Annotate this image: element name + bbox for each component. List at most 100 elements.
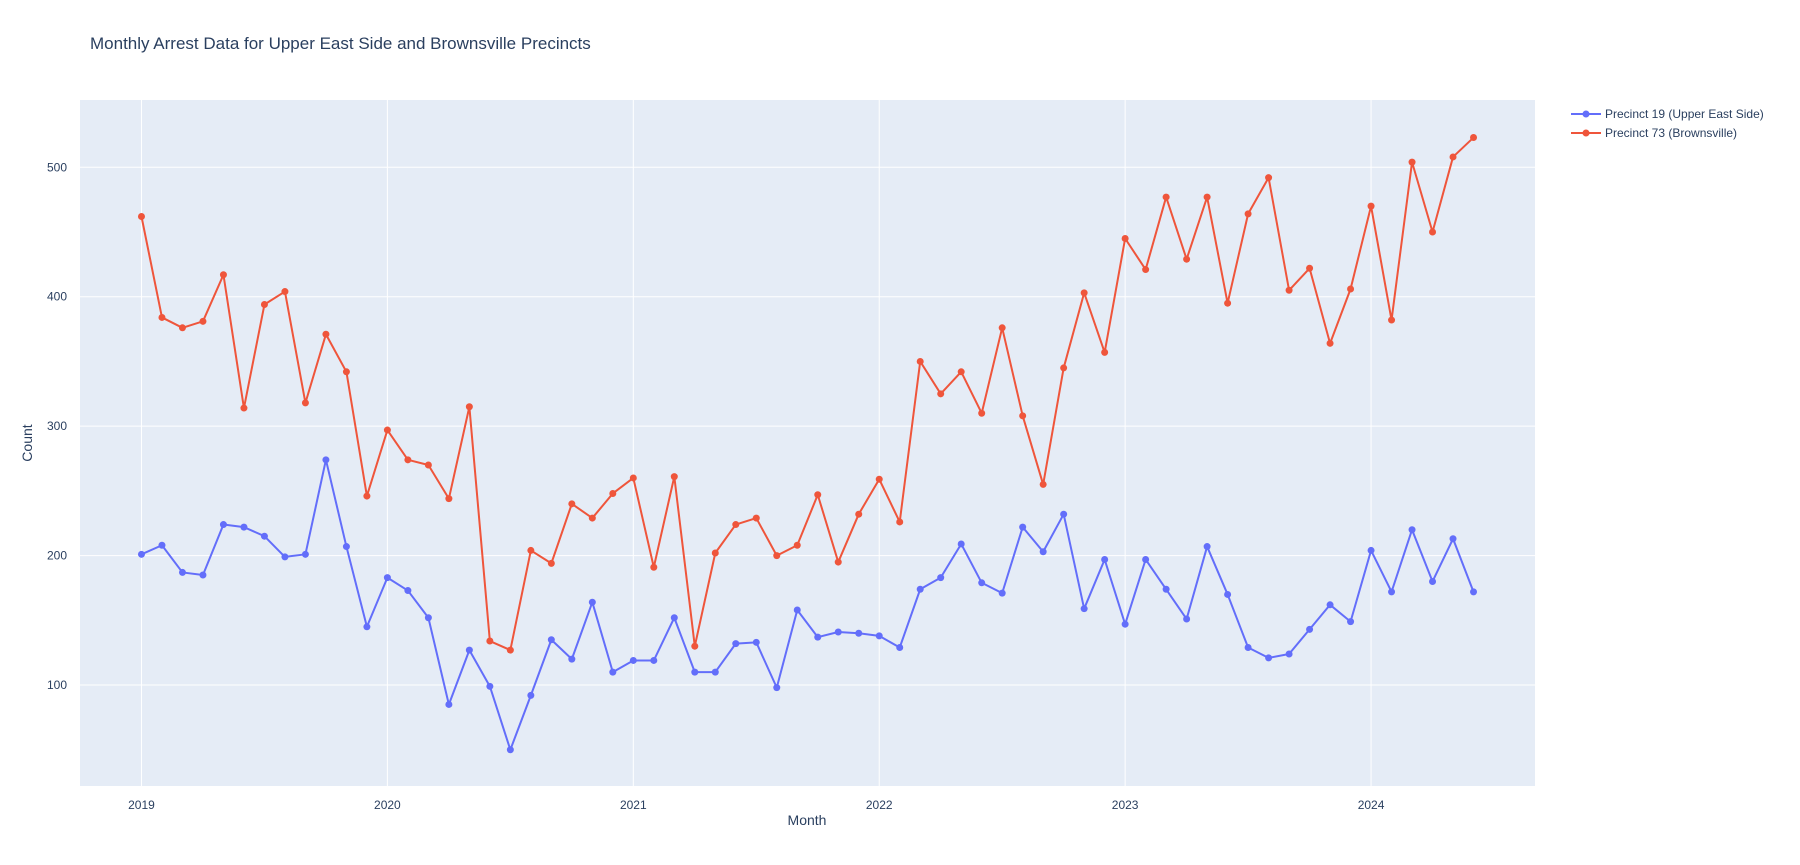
data-point[interactable] xyxy=(1142,266,1150,274)
data-point[interactable] xyxy=(1101,555,1109,563)
data-point[interactable] xyxy=(1162,585,1170,593)
legend-item[interactable]: Precinct 73 (Brownsville) xyxy=(1571,126,1737,140)
data-point[interactable] xyxy=(752,514,760,522)
data-point[interactable] xyxy=(547,559,555,567)
data-point[interactable] xyxy=(301,399,309,407)
data-point[interactable] xyxy=(1039,480,1047,488)
data-point[interactable] xyxy=(875,632,883,640)
data-point[interactable] xyxy=(1183,615,1191,623)
data-point[interactable] xyxy=(732,640,740,648)
data-point[interactable] xyxy=(506,646,514,654)
data-point[interactable] xyxy=(1326,339,1334,347)
data-point[interactable] xyxy=(322,456,330,464)
data-point[interactable] xyxy=(1367,546,1375,554)
data-point[interactable] xyxy=(1224,590,1232,598)
data-point[interactable] xyxy=(1306,264,1314,272)
data-point[interactable] xyxy=(1101,348,1109,356)
data-point[interactable] xyxy=(937,390,945,398)
data-point[interactable] xyxy=(998,324,1006,332)
data-point[interactable] xyxy=(998,589,1006,597)
data-point[interactable] xyxy=(752,638,760,646)
data-point[interactable] xyxy=(1121,234,1129,242)
data-point[interactable] xyxy=(199,571,207,579)
data-point[interactable] xyxy=(260,532,268,540)
data-point[interactable] xyxy=(158,541,166,549)
data-point[interactable] xyxy=(1388,316,1396,324)
data-point[interactable] xyxy=(732,521,740,529)
data-point[interactable] xyxy=(137,550,145,558)
data-point[interactable] xyxy=(404,587,412,595)
data-point[interactable] xyxy=(1326,601,1334,609)
data-point[interactable] xyxy=(1244,210,1252,218)
data-point[interactable] xyxy=(178,324,186,332)
data-point[interactable] xyxy=(568,500,576,508)
legend[interactable]: Precinct 19 (Upper East Side) Precinct 73… xyxy=(1571,107,1764,140)
data-point[interactable] xyxy=(342,368,350,376)
data-point[interactable] xyxy=(773,684,781,692)
data-point[interactable] xyxy=(1285,650,1293,658)
data-point[interactable] xyxy=(937,574,945,582)
data-point[interactable] xyxy=(301,550,309,558)
data-point[interactable] xyxy=(1429,228,1437,236)
data-point[interactable] xyxy=(691,668,699,676)
data-point[interactable] xyxy=(650,656,658,664)
data-point[interactable] xyxy=(506,746,514,754)
data-point[interactable] xyxy=(199,317,207,325)
data-point[interactable] xyxy=(424,461,432,469)
data-point[interactable] xyxy=(834,628,842,636)
data-point[interactable] xyxy=(527,691,535,699)
data-point[interactable] xyxy=(875,475,883,483)
data-point[interactable] xyxy=(1060,510,1068,518)
data-point[interactable] xyxy=(793,541,801,549)
data-point[interactable] xyxy=(465,403,473,411)
data-point[interactable] xyxy=(814,633,822,641)
data-point[interactable] xyxy=(609,489,617,497)
data-point[interactable] xyxy=(568,655,576,663)
data-point[interactable] xyxy=(1449,153,1457,161)
data-point[interactable] xyxy=(404,456,412,464)
data-point[interactable] xyxy=(978,579,986,587)
data-point[interactable] xyxy=(588,514,596,522)
data-point[interactable] xyxy=(342,543,350,551)
data-point[interactable] xyxy=(855,629,863,637)
data-point[interactable] xyxy=(957,368,965,376)
data-point[interactable] xyxy=(1265,654,1273,662)
data-point[interactable] xyxy=(1244,644,1252,652)
data-point[interactable] xyxy=(650,563,658,571)
data-point[interactable] xyxy=(609,668,617,676)
data-point[interactable] xyxy=(1060,364,1068,372)
data-point[interactable] xyxy=(240,523,248,531)
data-point[interactable] xyxy=(1470,134,1478,142)
data-point[interactable] xyxy=(1265,174,1273,182)
data-point[interactable] xyxy=(445,700,453,708)
data-point[interactable] xyxy=(1285,286,1293,294)
data-point[interactable] xyxy=(547,636,555,644)
data-point[interactable] xyxy=(1183,255,1191,263)
data-point[interactable] xyxy=(260,301,268,309)
data-point[interactable] xyxy=(322,330,330,338)
data-point[interactable] xyxy=(1224,299,1232,307)
data-point[interactable] xyxy=(445,495,453,503)
data-point[interactable] xyxy=(1080,605,1088,613)
data-point[interactable] xyxy=(1367,202,1375,210)
data-point[interactable] xyxy=(1347,285,1355,293)
data-point[interactable] xyxy=(465,646,473,654)
data-point[interactable] xyxy=(1449,535,1457,543)
data-point[interactable] xyxy=(957,540,965,548)
data-point[interactable] xyxy=(773,552,781,560)
data-point[interactable] xyxy=(383,426,391,434)
data-point[interactable] xyxy=(834,558,842,566)
data-point[interactable] xyxy=(363,623,371,631)
data-point[interactable] xyxy=(281,553,289,561)
data-point[interactable] xyxy=(916,585,924,593)
data-point[interactable] xyxy=(281,288,289,296)
data-point[interactable] xyxy=(178,568,186,576)
data-point[interactable] xyxy=(137,212,145,220)
data-point[interactable] xyxy=(1203,543,1211,551)
data-point[interactable] xyxy=(978,409,986,417)
data-point[interactable] xyxy=(896,644,904,652)
data-point[interactable] xyxy=(219,521,227,529)
data-point[interactable] xyxy=(1162,193,1170,201)
data-point[interactable] xyxy=(896,518,904,526)
data-point[interactable] xyxy=(711,549,719,557)
